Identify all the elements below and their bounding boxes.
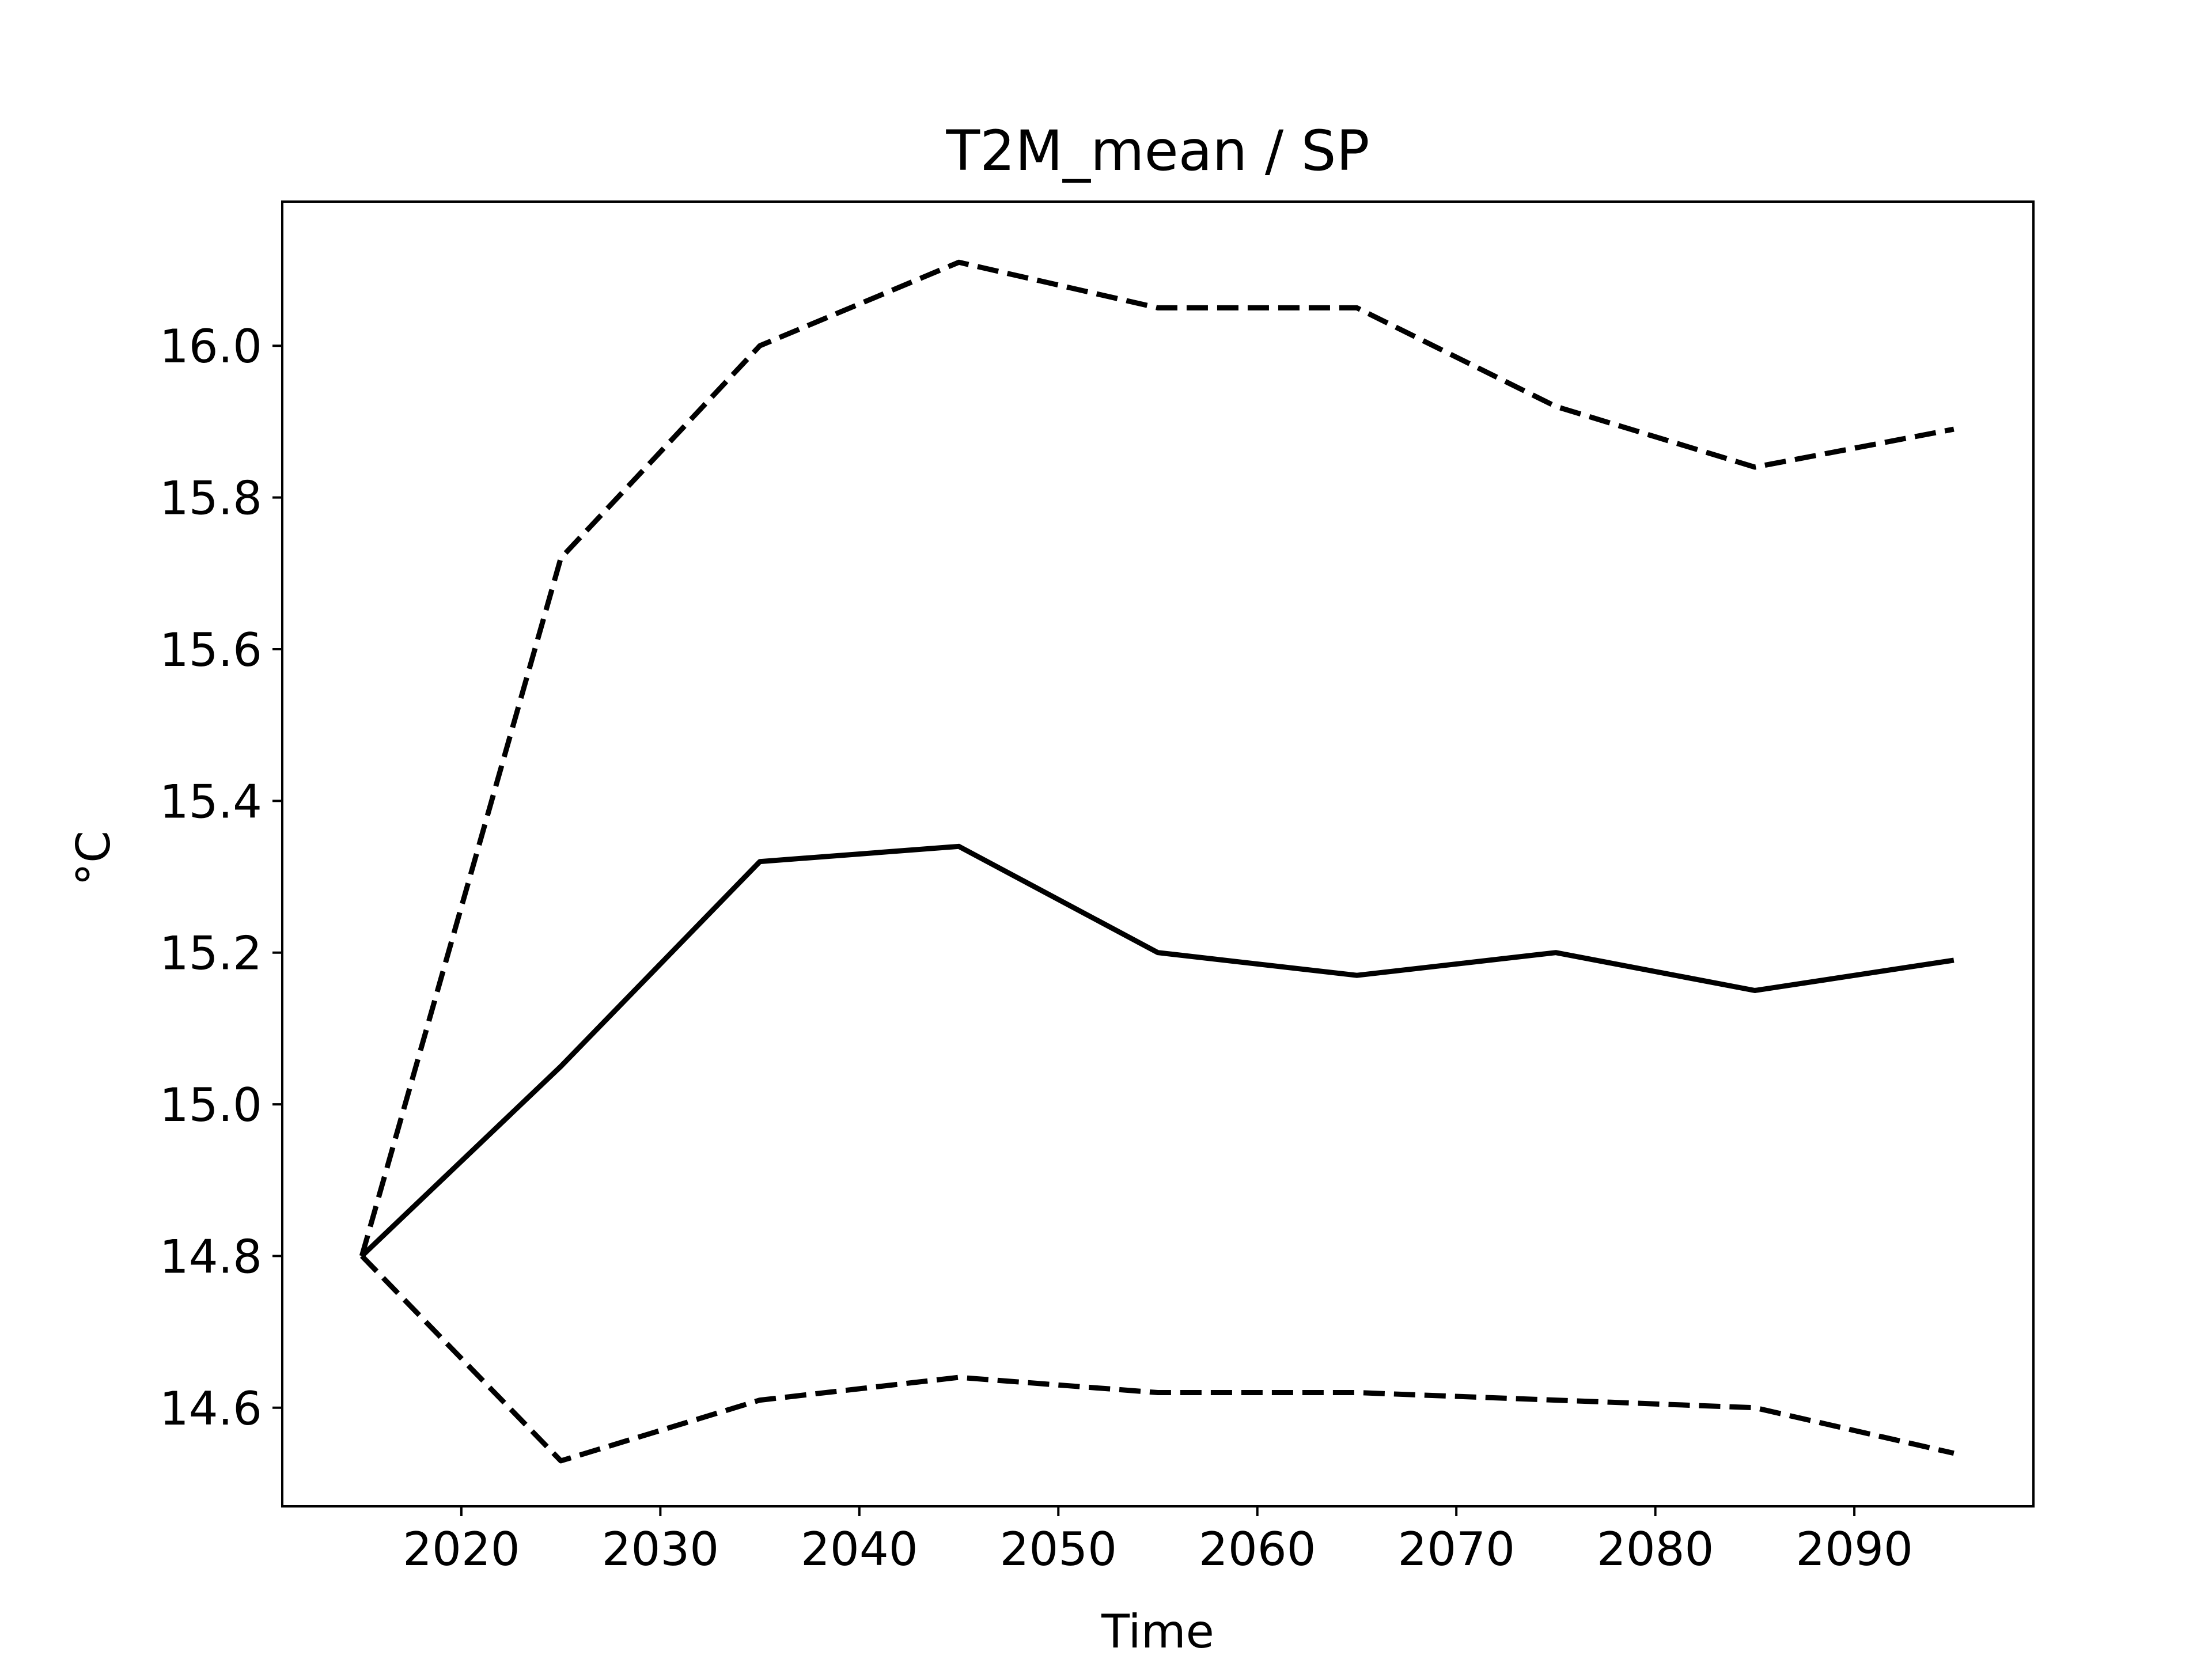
y-axis-ticks: 14.6 14.8 15.0 15.2 15.4 15.6 15.8 16.0 — [160, 320, 282, 1435]
x-tick-label: 2030 — [602, 1522, 719, 1576]
y-tick-label: 14.8 — [160, 1230, 262, 1283]
y-tick-label: 15.4 — [160, 775, 262, 828]
dashed-series-line-2 — [359, 259, 1955, 1257]
x-tick-label: 2020 — [403, 1522, 520, 1576]
y-tick-label: 14.6 — [160, 1382, 262, 1435]
dashed-series-line-3 — [359, 1254, 1955, 1464]
y-tick-label: 16.0 — [160, 320, 262, 373]
solid-series-line-1 — [360, 843, 1955, 1258]
y-tick-label: 15.2 — [160, 927, 262, 980]
x-tick-label: 2040 — [801, 1522, 918, 1576]
y-tick-label: 15.0 — [160, 1078, 262, 1132]
y-tick-label: 15.8 — [160, 472, 262, 525]
x-tick-label: 2050 — [999, 1522, 1117, 1576]
x-tick-label: 2060 — [1199, 1522, 1316, 1576]
x-axis-ticks: 2020 2030 2040 2050 2060 2070 2080 2090 — [403, 1506, 1913, 1576]
x-axis-label: Time — [1101, 1605, 1214, 1658]
y-axis-label: °C — [67, 831, 120, 886]
x-tick-label: 2090 — [1796, 1522, 1913, 1576]
x-tick-label: 2080 — [1597, 1522, 1714, 1576]
series-layer — [359, 259, 1955, 1464]
y-tick-label: 15.6 — [160, 623, 262, 677]
chart-title: T2M_mean / SP — [946, 119, 1370, 183]
plot-area-frame — [281, 200, 2035, 1508]
x-tick-label: 2070 — [1397, 1522, 1515, 1576]
